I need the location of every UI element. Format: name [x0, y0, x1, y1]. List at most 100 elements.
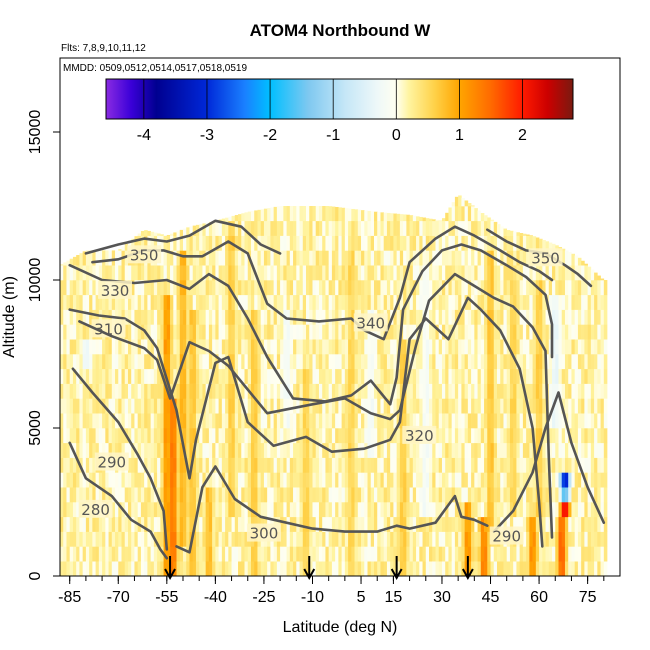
heatmap-cell [263, 442, 268, 458]
heatmap-cell [322, 398, 326, 414]
heatmap-cell [257, 324, 261, 340]
heatmap-cell [160, 487, 164, 503]
heatmap-cell [477, 428, 482, 444]
heatmap-cell [173, 516, 177, 532]
heatmap-cell [367, 531, 372, 547]
heatmap-cell [419, 413, 423, 429]
heatmap-cell [564, 516, 569, 532]
heatmap-cell [539, 546, 543, 562]
heatmap-cell [403, 235, 407, 251]
heatmap-cell [186, 368, 190, 384]
heatmap-cell [354, 472, 359, 488]
heatmap-cell [195, 235, 200, 251]
heatmap-cell [603, 487, 608, 503]
heatmap-cell [367, 294, 372, 310]
heatmap-cell [451, 546, 456, 562]
heatmap-cell [325, 546, 329, 562]
heatmap-cell [600, 546, 605, 562]
heatmap-cell [283, 516, 287, 532]
heatmap-cell [496, 546, 501, 562]
heatmap-cell [535, 265, 540, 281]
heatmap-cell [581, 457, 585, 473]
heatmap-cell [383, 250, 388, 266]
heatmap-cell [393, 280, 397, 296]
heatmap-cell [280, 339, 284, 355]
heatmap-cell [351, 309, 355, 325]
heatmap-cell [322, 531, 326, 547]
heatmap-cell [506, 294, 511, 310]
heatmap-cell [283, 280, 287, 296]
heatmap-cell [509, 442, 514, 458]
heatmap-cell [438, 220, 443, 222]
heatmap-cell [179, 368, 184, 384]
heatmap-cell [176, 398, 181, 414]
heatmap-cell [348, 250, 352, 266]
heatmap-cell [212, 428, 216, 444]
contour-label: 330 [101, 282, 130, 300]
heatmap-cell [474, 220, 478, 236]
heatmap-cell [157, 442, 161, 458]
heatmap-cell [302, 235, 307, 251]
heatmap-cell [464, 516, 469, 532]
heatmap-cell [409, 457, 414, 473]
heatmap-cell [212, 265, 216, 281]
heatmap-cell [422, 531, 427, 547]
heatmap-cell [85, 442, 90, 458]
heatmap-cell [293, 250, 297, 266]
heatmap-cell [328, 428, 333, 444]
heatmap-cell [406, 214, 410, 222]
heatmap-cell [131, 487, 135, 503]
heatmap-cell [594, 324, 598, 340]
heatmap-cell [225, 368, 229, 384]
heatmap-cell [441, 531, 446, 547]
heatmap-cell [89, 413, 93, 429]
heatmap-cell [461, 383, 465, 399]
heatmap-cell [448, 368, 452, 384]
y-axis-label: Altitude (m) [1, 276, 18, 358]
heatmap-cell [555, 516, 559, 532]
heatmap-cell [72, 502, 77, 518]
heatmap-cell [587, 309, 592, 325]
heatmap-cell [208, 280, 213, 296]
heatmap-cell [403, 250, 407, 266]
heatmap-cell [364, 354, 368, 370]
heatmap-cell [484, 339, 488, 355]
heatmap-cell [192, 324, 197, 340]
heatmap-cell [513, 339, 517, 355]
heatmap-cell [228, 250, 232, 266]
heatmap-cell [299, 457, 304, 473]
heatmap-cell [102, 383, 106, 399]
heatmap-cell [270, 442, 274, 458]
heatmap-cell [63, 383, 67, 399]
heatmap-cell [150, 487, 155, 503]
heatmap-cell [302, 265, 307, 281]
heatmap-cell [244, 516, 249, 532]
heatmap-cell [377, 368, 381, 384]
heatmap-cell [471, 339, 475, 355]
heatmap-cell [406, 502, 410, 518]
heatmap-cell [503, 383, 508, 399]
heatmap-cell [564, 428, 569, 444]
heatmap-cell [163, 235, 168, 251]
heatmap-cell [289, 561, 294, 576]
heatmap-cell [127, 368, 132, 384]
heatmap-cell [445, 516, 449, 532]
heatmap-cell [522, 368, 527, 384]
heatmap-cell [338, 457, 342, 473]
heatmap-cell [273, 383, 278, 399]
heatmap-cell [506, 368, 511, 384]
heatmap-cell [273, 546, 278, 562]
heatmap-cell [600, 354, 605, 370]
heatmap-cell [416, 368, 420, 384]
heatmap-cell [173, 561, 177, 576]
heatmap-cell [270, 207, 274, 222]
heatmap-cell [328, 561, 333, 576]
heatmap-cell [412, 265, 417, 281]
heatmap-cell [299, 280, 304, 296]
heatmap-cell [318, 472, 323, 488]
heatmap-cell [406, 487, 410, 503]
heatmap-cell [461, 398, 465, 414]
heatmap-cell [422, 250, 427, 266]
heatmap-cell [192, 531, 197, 547]
heatmap-cell [215, 502, 219, 518]
